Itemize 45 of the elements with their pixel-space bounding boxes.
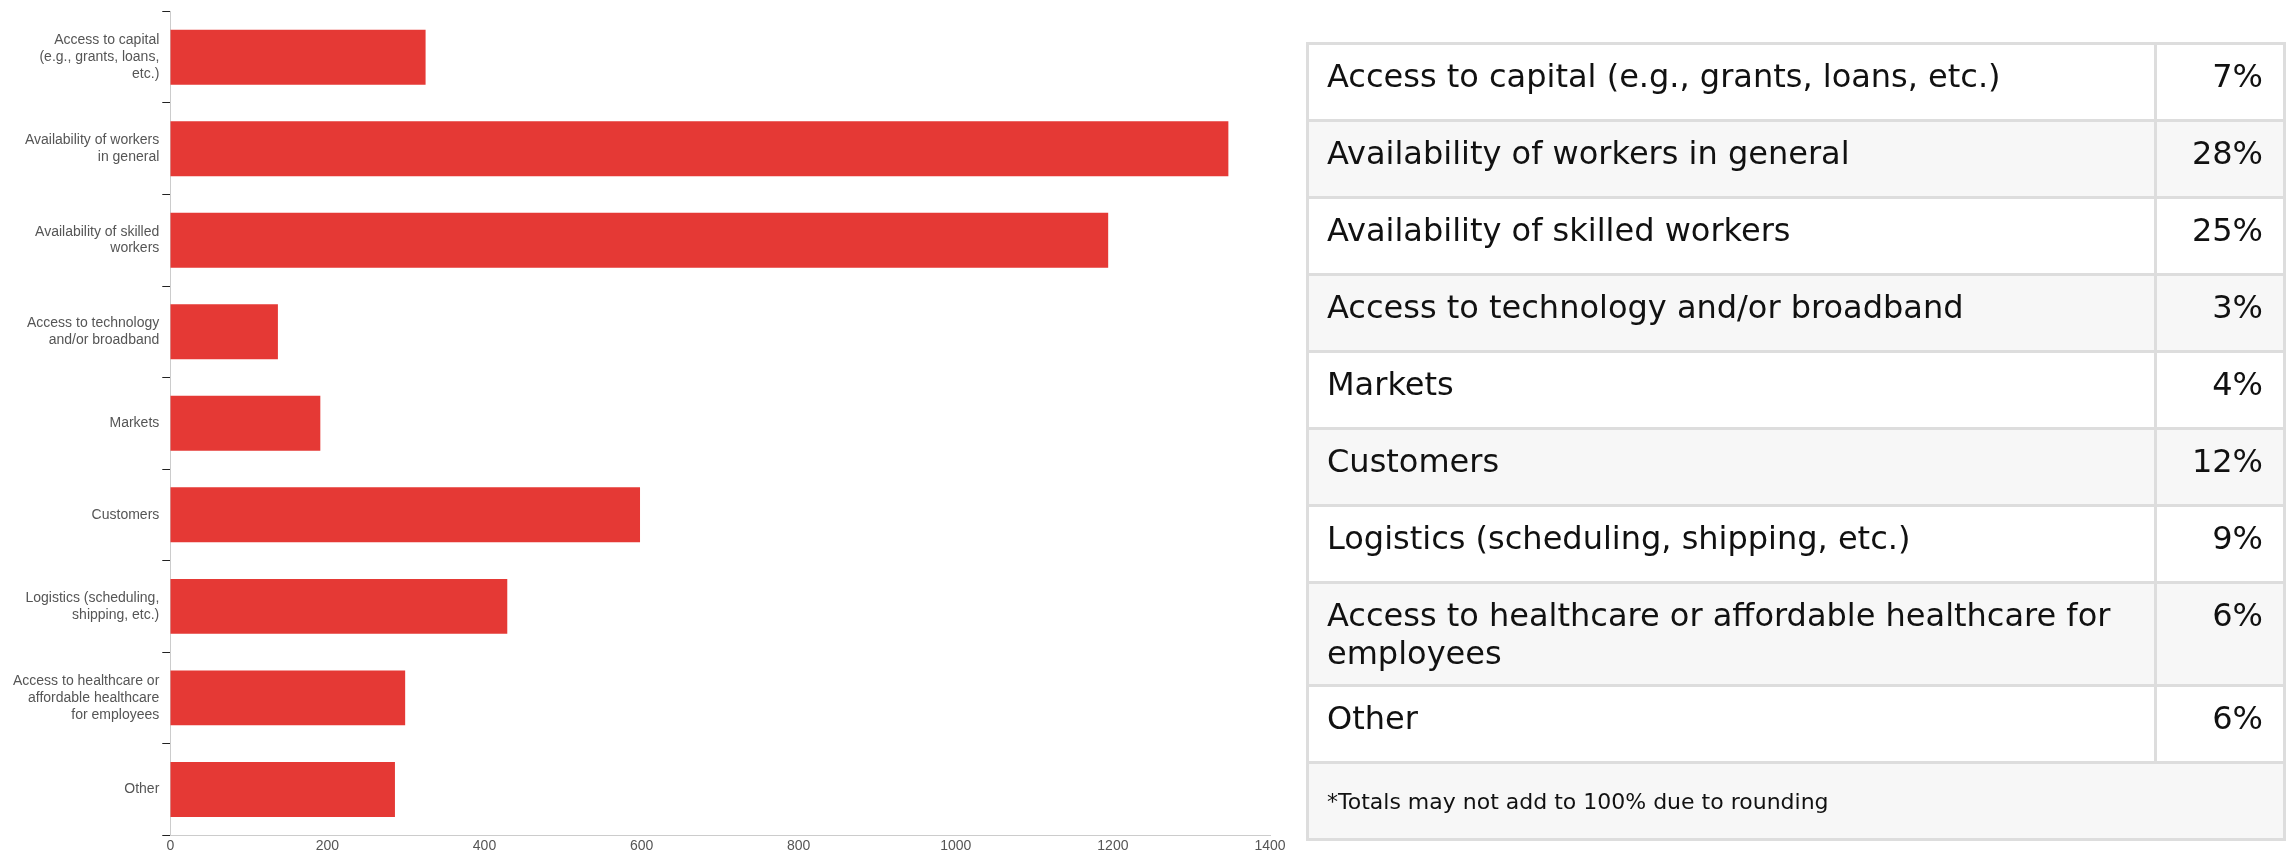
text: 9% bbox=[2212, 519, 2263, 557]
y-tick-label: Markets bbox=[109, 414, 160, 431]
category-label: Other bbox=[1307, 685, 2156, 763]
y-tick-label: Availability of workers in general bbox=[24, 131, 160, 164]
category-label: Logistics (scheduling, shipping, etc.) bbox=[1307, 505, 2156, 583]
y-tick-label: Other bbox=[124, 780, 160, 797]
y-tick-label: Access to technology and/or broadband bbox=[27, 314, 160, 348]
text: 3% bbox=[2212, 288, 2263, 326]
y-tick-label: Access to healthcare or affordable healthcare for employees bbox=[13, 671, 160, 722]
text: 6% bbox=[2212, 699, 2263, 737]
text: 7% bbox=[2212, 57, 2263, 95]
x-tick-label: 200 bbox=[315, 837, 340, 854]
bar bbox=[170, 487, 641, 543]
bar bbox=[170, 304, 278, 360]
x-tick-label: 400 bbox=[472, 837, 497, 854]
category-label: Availability of skilled workers bbox=[1307, 197, 2156, 275]
category-label: Access to healthcare or affordable healthcare for employees bbox=[1307, 582, 2156, 686]
bar bbox=[170, 121, 1229, 177]
text: 12% bbox=[2191, 442, 2263, 480]
bar bbox=[170, 670, 406, 726]
text: 28% bbox=[2191, 134, 2263, 172]
category-label: Access to technology and/or broadband bbox=[1307, 274, 2156, 352]
bar bbox=[170, 395, 321, 451]
y-tick-label: Availability of skilled workers bbox=[35, 222, 160, 256]
x-tick-label: 800 bbox=[787, 837, 811, 854]
text: 25% bbox=[2191, 211, 2263, 249]
category-label: Availability of workers in general bbox=[1307, 120, 2156, 198]
bar bbox=[170, 212, 1109, 268]
x-tick-label: 1200 bbox=[1097, 837, 1129, 854]
text: 4% bbox=[2212, 365, 2263, 403]
x-tick-label: 1000 bbox=[940, 837, 972, 854]
category-label: Markets bbox=[1307, 351, 2156, 429]
x-tick-label: 0 bbox=[166, 837, 175, 854]
text: *Totals may not add to 100% due to rounding bbox=[1307, 762, 2285, 840]
bar bbox=[170, 761, 395, 817]
x-tick-label: 600 bbox=[629, 837, 654, 854]
bar bbox=[170, 29, 426, 85]
y-tick-label: Customers bbox=[91, 505, 160, 522]
x-tick-label: 1400 bbox=[1254, 837, 1286, 854]
bar bbox=[170, 578, 508, 634]
y-tick-label: Access to capital (e.g., grants, loans, etc.) bbox=[39, 31, 160, 81]
category-label: Access to capital (e.g., grants, loans, etc.) bbox=[1307, 43, 2156, 121]
category-label: Customers bbox=[1307, 428, 2156, 506]
y-tick-label: Logistics (scheduling, shipping, etc.) bbox=[25, 588, 160, 622]
text: 6% bbox=[2212, 596, 2263, 634]
